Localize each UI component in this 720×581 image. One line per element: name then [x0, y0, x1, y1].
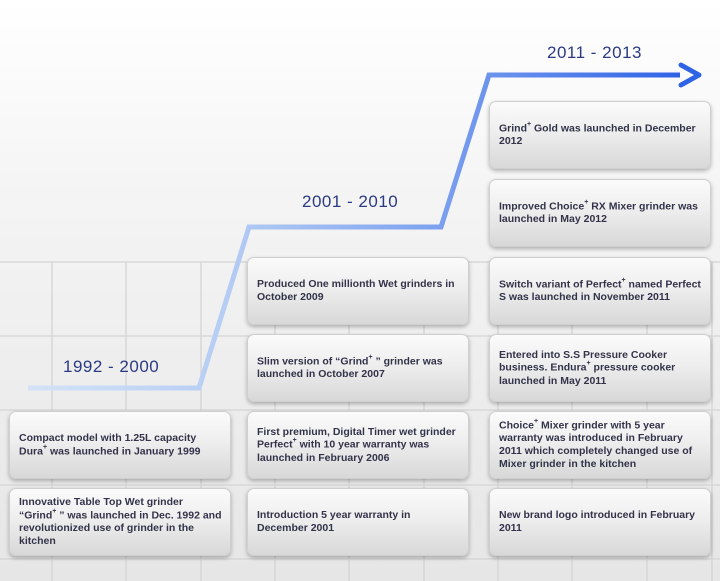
event-card: Choice+ Mixer grinder with 5 year warran… [489, 411, 711, 479]
event-card: Slim version of “Grind+ ” grinder was la… [247, 334, 469, 402]
event-text: New brand logo introduced in February 20… [499, 509, 696, 534]
event-card: Produced One millionth Wet grinders in O… [247, 257, 469, 325]
event-card: Introduction 5 year warranty in December… [247, 488, 469, 556]
event-text: Compact model with 1.25L capacity Dura+ … [19, 431, 201, 458]
event-card: New brand logo introduced in February 20… [489, 488, 711, 556]
event-text: Grind+ Gold was launched in December 201… [499, 120, 696, 148]
timeline-path [28, 72, 680, 391]
event-card: Compact model with 1.25L capacity Dura+ … [9, 411, 231, 479]
event-card: Entered into S.S Pressure Cooker busines… [489, 334, 711, 402]
event-card: Innovative Table Top Wet grinder “Grind+… [9, 488, 231, 556]
event-text: Introduction 5 year warranty in December… [257, 509, 411, 534]
event-card: Grind+ Gold was launched in December 201… [489, 101, 711, 169]
period-label-1992-2000: 1992 - 2000 [63, 357, 160, 376]
event-text: Switch variant of Perfect+ named Perfect… [499, 276, 701, 304]
event-text: Entered into S.S Pressure Cooker busines… [499, 348, 676, 387]
event-text: Innovative Table Top Wet grinder “Grind+… [19, 496, 222, 548]
timeline-arrowhead [678, 62, 702, 88]
event-text: Choice+ Mixer grinder with 5 year warran… [499, 418, 693, 471]
event-card: First premium, Digital Timer wet grinder… [247, 411, 469, 479]
event-text: First premium, Digital Timer wet grinder… [257, 425, 456, 464]
event-card: Switch variant of Perfect+ named Perfect… [489, 257, 711, 325]
event-text: Produced One millionth Wet grinders in O… [257, 278, 455, 303]
period-label-2001-2010: 2001 - 2010 [302, 192, 399, 211]
event-card: Improved Choice+ RX Mixer grinder was la… [489, 179, 711, 247]
event-text: Slim version of “Grind+ ” grinder was la… [257, 353, 443, 381]
period-label-2011-2013: 2011 - 2013 [547, 43, 642, 62]
event-text: Improved Choice+ RX Mixer grinder was la… [499, 198, 698, 226]
